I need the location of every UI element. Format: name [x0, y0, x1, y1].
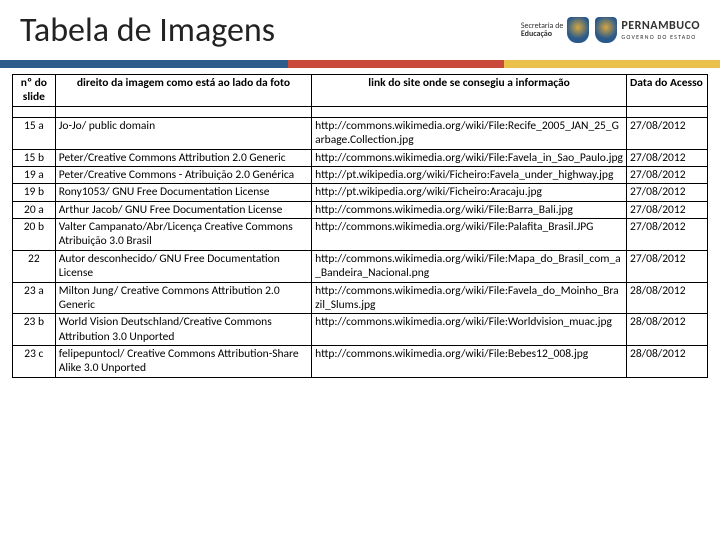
- table-body: 15 aJo-Jo/ public domainhttp://commons.w…: [13, 106, 708, 377]
- cell-slide: 23 b: [13, 314, 56, 346]
- table-row: 15 bPeter/Creative Commons Attribution 2…: [13, 149, 708, 166]
- cell-link: http://pt.wikipedia.org/wiki/Ficheiro:Fa…: [312, 166, 627, 183]
- cell-link: http://pt.wikipedia.org/wiki/Ficheiro:Ar…: [312, 184, 627, 201]
- table-row: 20 bValter Campanato/Abr/Licença Creativ…: [13, 219, 708, 251]
- stripe-blue: [0, 60, 288, 68]
- cell-slide: 19 a: [13, 166, 56, 183]
- cell-date: 28/08/2012: [627, 346, 708, 378]
- spacer-row: [13, 106, 708, 117]
- cell-rights: Milton Jung/ Creative Commons Attributio…: [55, 282, 311, 314]
- cell-date: 27/08/2012: [627, 166, 708, 183]
- page-title: Tabela de Imagens: [20, 10, 275, 51]
- cell-rights: Valter Campanato/Abr/Licença Creative Co…: [55, 219, 311, 251]
- stripe-red: [288, 60, 504, 68]
- cell-link: http://commons.wikimedia.org/wiki/File:F…: [312, 149, 627, 166]
- cell-link: http://commons.wikimedia.org/wiki/File:B…: [312, 201, 627, 218]
- stripe-yellow: [504, 60, 720, 68]
- table-row: 15 aJo-Jo/ public domainhttp://commons.w…: [13, 117, 708, 149]
- cell-rights: Peter/Creative Commons Attribution 2.0 G…: [55, 149, 311, 166]
- cell-rights: Jo-Jo/ public domain: [55, 117, 311, 149]
- cell-link: http://commons.wikimedia.org/wiki/File:W…: [312, 314, 627, 346]
- cell-slide: 20 a: [13, 201, 56, 218]
- cell-date: 27/08/2012: [627, 117, 708, 149]
- cell-slide: 23 c: [13, 346, 56, 378]
- cell-date: 27/08/2012: [627, 201, 708, 218]
- col-header-slide: nº do slide: [13, 75, 56, 107]
- cell-rights: Rony1053/ GNU Free Documentation License: [55, 184, 311, 201]
- cell-slide: 22: [13, 250, 56, 282]
- cell-date: 27/08/2012: [627, 184, 708, 201]
- table-row: 22Autor desconhecido/ GNU Free Documenta…: [13, 250, 708, 282]
- table-row: 23 cfelipepuntocl/ Creative Commons Attr…: [13, 346, 708, 378]
- secretaria-bottom: Educação: [521, 30, 564, 38]
- col-header-rights: direito da imagem como está ao lado da f…: [55, 75, 311, 107]
- col-header-date: Data do Acesso: [627, 75, 708, 107]
- cell-link: http://commons.wikimedia.org/wiki/File:M…: [312, 250, 627, 282]
- accent-stripe: [0, 60, 720, 68]
- cell-link: http://commons.wikimedia.org/wiki/File:F…: [312, 282, 627, 314]
- cell-slide: 19 b: [13, 184, 56, 201]
- state-sub: GOVERNO DO ESTADO: [621, 34, 700, 40]
- state-name: PERNAMBUCO: [621, 20, 700, 33]
- state-crest-icon: [595, 17, 617, 43]
- slide-header: Tabela de Imagens Secretaria de Educação…: [0, 0, 720, 60]
- table-row: 19 aPeter/Creative Commons - Atribuição …: [13, 166, 708, 183]
- cell-date: 27/08/2012: [627, 149, 708, 166]
- secretaria-logo: Secretaria de Educação: [521, 17, 590, 43]
- cell-slide: 23 a: [13, 282, 56, 314]
- table-row: 19 bRony1053/ GNU Free Documentation Lic…: [13, 184, 708, 201]
- state-logo: PERNAMBUCO GOVERNO DO ESTADO: [595, 17, 700, 43]
- images-table: nº do slide direito da imagem como está …: [12, 74, 708, 378]
- table-container: nº do slide direito da imagem como está …: [0, 68, 720, 378]
- cell-slide: 15 a: [13, 117, 56, 149]
- table-row: 23 bWorld Vision Deutschland/Creative Co…: [13, 314, 708, 346]
- cell-link: http://commons.wikimedia.org/wiki/File:B…: [312, 346, 627, 378]
- col-header-link: link do site onde se consegiu a informaç…: [312, 75, 627, 107]
- cell-date: 27/08/2012: [627, 219, 708, 251]
- cell-slide: 15 b: [13, 149, 56, 166]
- cell-rights: Autor desconhecido/ GNU Free Documentati…: [55, 250, 311, 282]
- cell-rights: Peter/Creative Commons - Atribuição 2.0 …: [55, 166, 311, 183]
- crest-icon: [567, 17, 589, 43]
- cell-rights: World Vision Deutschland/Creative Common…: [55, 314, 311, 346]
- table-header-row: nº do slide direito da imagem como está …: [13, 75, 708, 107]
- cell-rights: felipepuntocl/ Creative Commons Attribut…: [55, 346, 311, 378]
- cell-date: 28/08/2012: [627, 282, 708, 314]
- logo-area: Secretaria de Educação PERNAMBUCO GOVERN…: [521, 17, 700, 43]
- table-row: 23 aMilton Jung/ Creative Commons Attrib…: [13, 282, 708, 314]
- cell-slide: 20 b: [13, 219, 56, 251]
- cell-rights: Arthur Jacob/ GNU Free Documentation Lic…: [55, 201, 311, 218]
- cell-date: 28/08/2012: [627, 314, 708, 346]
- table-row: 20 aArthur Jacob/ GNU Free Documentation…: [13, 201, 708, 218]
- cell-link: http://commons.wikimedia.org/wiki/File:P…: [312, 219, 627, 251]
- cell-date: 27/08/2012: [627, 250, 708, 282]
- cell-link: http://commons.wikimedia.org/wiki/File:R…: [312, 117, 627, 149]
